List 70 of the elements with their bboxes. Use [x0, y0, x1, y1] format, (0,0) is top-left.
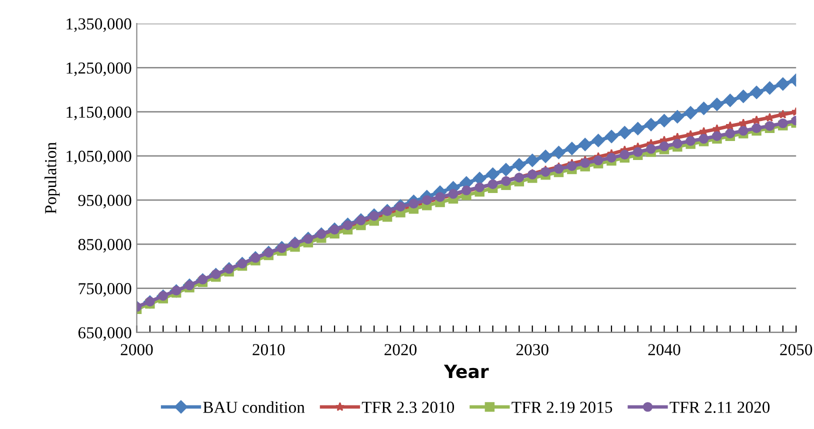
- point: [752, 115, 762, 124]
- x-tick-label: 2040: [648, 344, 680, 356]
- point: [686, 136, 696, 146]
- point: [750, 86, 764, 100]
- y-tick-label: 650,000: [78, 327, 132, 341]
- x-tick-label: 2010: [252, 344, 285, 356]
- point: [593, 156, 604, 166]
- y-tick-label: 1,150,000: [66, 106, 132, 120]
- point: [473, 172, 486, 186]
- legend-label: TFR 2.3 2010: [362, 402, 454, 414]
- point: [499, 163, 513, 176]
- point: [237, 258, 248, 268]
- x-tick-label: 2020: [384, 344, 417, 356]
- point: [211, 269, 221, 280]
- point: [198, 274, 208, 284]
- point: [554, 164, 564, 174]
- point: [565, 142, 579, 156]
- point: [526, 154, 539, 167]
- point: [538, 150, 552, 163]
- point: [736, 90, 750, 103]
- x-tick-label: 2000: [120, 344, 153, 356]
- x-tick-label: 2050: [780, 344, 812, 356]
- point: [776, 77, 790, 91]
- point: [486, 167, 500, 181]
- point: [646, 144, 656, 154]
- legend-label: BAU condition: [203, 401, 305, 413]
- point: [672, 138, 682, 148]
- x-axis-title: Year: [444, 364, 489, 378]
- point: [724, 94, 737, 107]
- point: [778, 118, 788, 128]
- point: [670, 110, 684, 124]
- x-tick-label: 2030: [516, 344, 548, 356]
- y-tick-label: 750,000: [78, 283, 132, 297]
- point: [659, 141, 670, 152]
- point: [580, 158, 590, 168]
- y-tick-label: 1,050,000: [66, 150, 132, 164]
- point: [752, 123, 762, 134]
- y-tick-label: 1,350,000: [66, 18, 132, 32]
- point: [712, 131, 722, 141]
- point: [396, 202, 406, 212]
- point: [632, 147, 643, 157]
- point: [725, 128, 736, 138]
- point: [606, 152, 616, 163]
- point: [540, 166, 550, 177]
- legend-label: TFR 2.11 2020: [670, 402, 770, 414]
- y-tick-label: 950,000: [78, 194, 132, 208]
- point: [592, 134, 605, 148]
- point: [658, 114, 671, 128]
- point: [158, 290, 168, 301]
- point: [618, 126, 632, 140]
- point: [578, 138, 592, 152]
- point: [644, 118, 658, 132]
- point: [763, 81, 776, 95]
- y-tick-label: 850,000: [78, 238, 132, 253]
- point: [738, 126, 748, 136]
- point: [764, 121, 775, 131]
- point: [276, 243, 287, 254]
- y-tick-label: 1,250,000: [66, 62, 132, 76]
- point: [710, 98, 724, 111]
- y-axis-title: Population: [44, 142, 60, 214]
- point: [684, 106, 698, 120]
- point: [698, 134, 709, 144]
- point: [567, 161, 577, 171]
- point: [620, 150, 630, 160]
- legend-label: TFR 2.19 2015: [512, 402, 612, 414]
- point: [552, 146, 566, 160]
- point: [604, 130, 618, 144]
- point: [697, 102, 710, 115]
- point: [512, 158, 526, 172]
- point: [631, 122, 644, 136]
